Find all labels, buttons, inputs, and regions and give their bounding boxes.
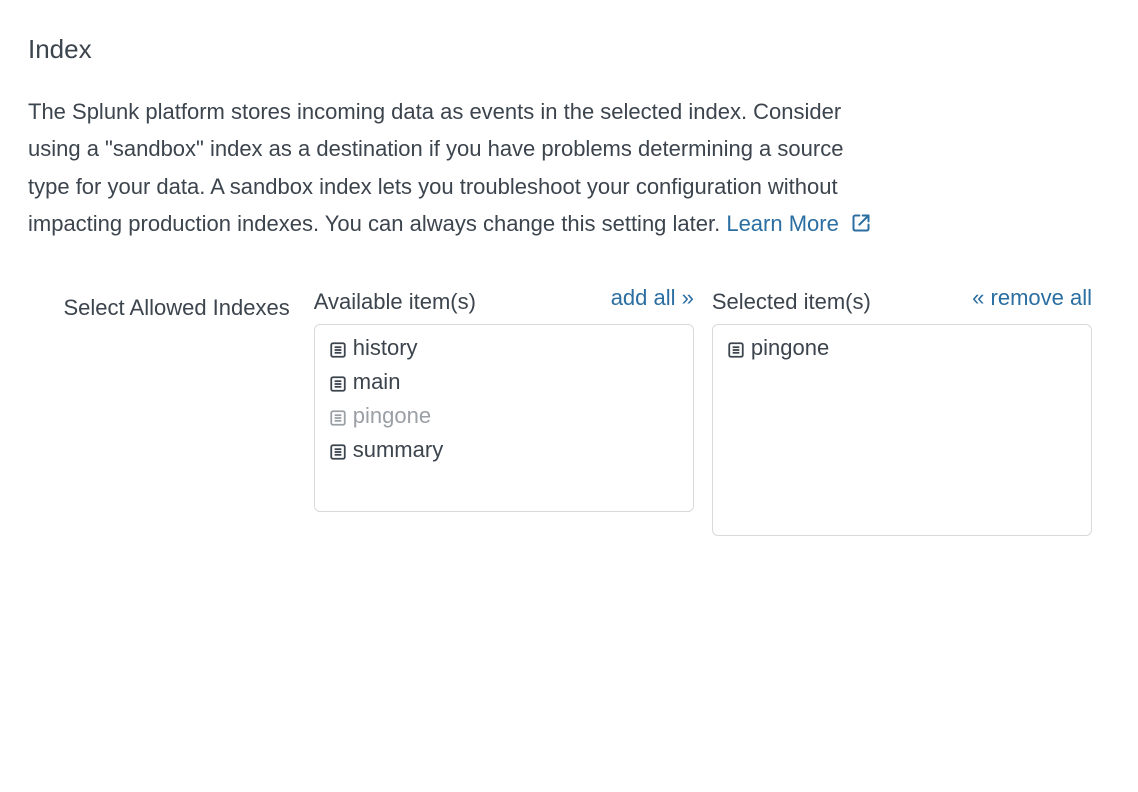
index-icon [329, 441, 347, 459]
learn-more-label: Learn More [726, 211, 839, 236]
section-title: Index [28, 34, 1110, 65]
list-item-label: history [353, 335, 418, 361]
selected-item[interactable]: pingone [713, 331, 1091, 365]
selected-list: pingone [712, 324, 1092, 536]
section-description: The Splunk platform stores incoming data… [28, 93, 888, 245]
available-item: pingone [315, 399, 693, 433]
external-link-icon [851, 207, 871, 244]
available-header-label: Available item(s) [314, 283, 476, 320]
picker-label: Select Allowed Indexes [28, 283, 314, 326]
available-item[interactable]: main [315, 365, 693, 399]
list-item-label: main [353, 369, 401, 395]
available-column: Available item(s) add all » history main p… [314, 283, 694, 512]
index-icon [727, 339, 745, 357]
list-item-label: pingone [751, 335, 829, 361]
available-item[interactable]: summary [315, 433, 693, 467]
index-icon [329, 339, 347, 357]
list-item-label: summary [353, 437, 443, 463]
available-list: history main pingone summary [314, 324, 694, 512]
selected-header-label: Selected item(s) [712, 283, 871, 320]
index-icon [329, 373, 347, 391]
index-icon [329, 407, 347, 425]
add-all-button[interactable]: add all » [611, 283, 694, 311]
available-item[interactable]: history [315, 331, 693, 365]
section-description-text: The Splunk platform stores incoming data… [28, 99, 843, 236]
index-picker: Select Allowed Indexes Available item(s)… [28, 283, 1110, 536]
remove-all-button[interactable]: « remove all [972, 283, 1092, 311]
available-header-row: Available item(s) add all » [314, 283, 694, 320]
selected-header-row: Selected item(s) « remove all [712, 283, 1092, 320]
selected-column: Selected item(s) « remove all pingone [712, 283, 1092, 536]
learn-more-link[interactable]: Learn More [726, 211, 871, 236]
list-item-label: pingone [353, 403, 431, 429]
